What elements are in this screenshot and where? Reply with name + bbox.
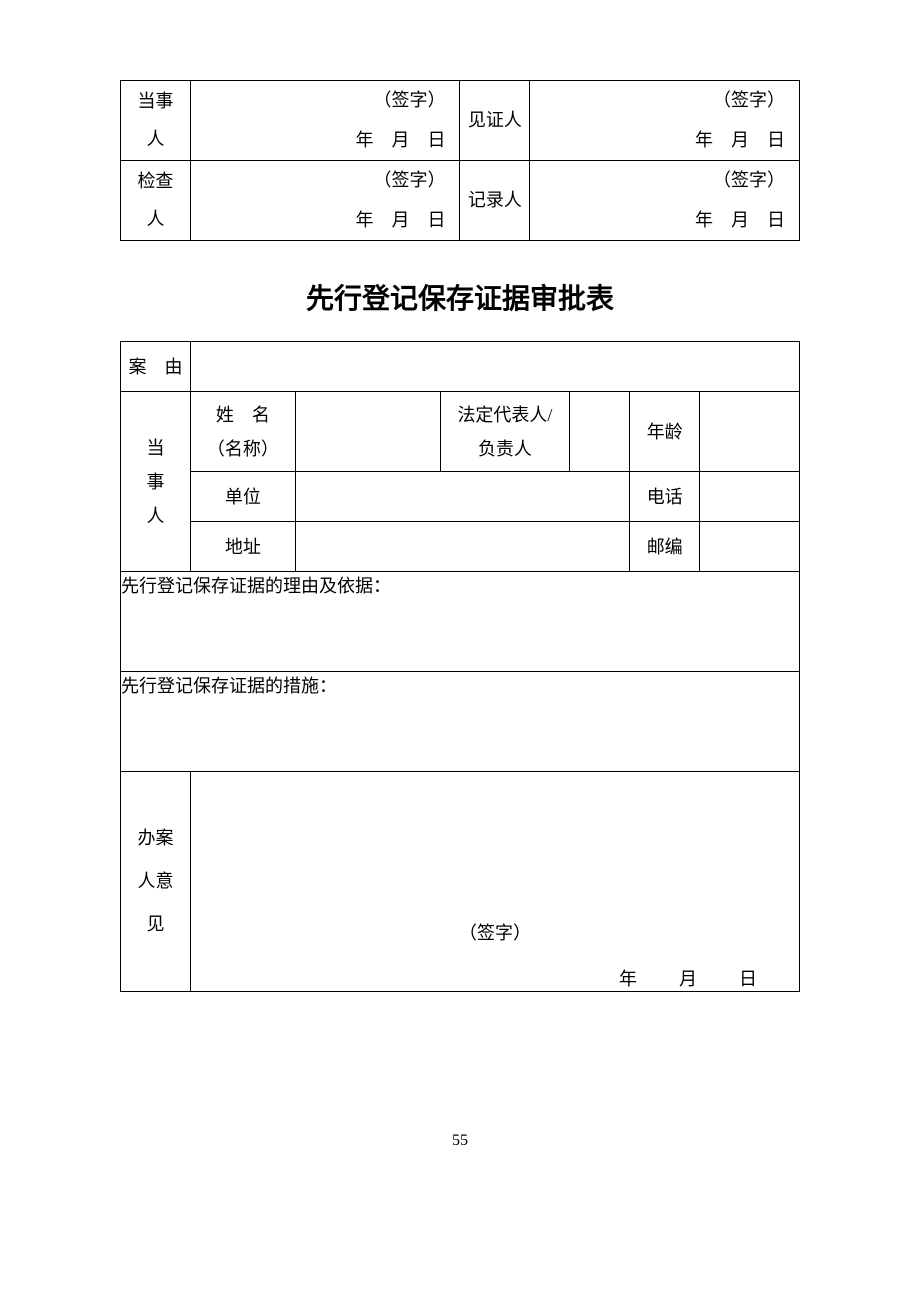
party-group-label: 当事人 [121, 392, 191, 572]
approval-form-table: 案 由 当事人 姓 名（名称） 法定代表人/负责人 年龄 单位 电话 地址 邮编… [120, 341, 800, 992]
witness-date: 年 月 日 [544, 121, 785, 161]
opinion-sig: （签字） [191, 919, 799, 945]
measure-section: 先行登记保存证据的措施： [121, 672, 800, 772]
rep-label: 法定代表人/负责人 [440, 392, 570, 472]
inspector-sig: （签字） [205, 161, 446, 201]
inspector-sig-cell: （签字） 年 月 日 [190, 161, 460, 241]
zip-label: 邮编 [630, 522, 700, 572]
recorder-sig-cell: （签字） 年 月 日 [530, 161, 800, 241]
addr-value [295, 522, 629, 572]
unit-value [295, 472, 629, 522]
party-sig-cell: （签字） 年 月 日 [190, 81, 460, 161]
party-sig: （签字） [205, 81, 446, 121]
recorder-date: 年 月 日 [544, 201, 785, 241]
opinion-date: 年 月 日 [191, 965, 799, 991]
inspector-label: 检查人 [121, 161, 191, 241]
unit-label: 单位 [190, 472, 295, 522]
phone-value [700, 472, 800, 522]
age-label: 年龄 [630, 392, 700, 472]
rep-value [570, 392, 630, 472]
age-value [700, 392, 800, 472]
opinion-label: 办案人意见 [121, 772, 191, 992]
recorder-sig: （签字） [544, 161, 785, 201]
form-title: 先行登记保存证据审批表 [120, 277, 800, 317]
party-date: 年 月 日 [205, 121, 446, 161]
signature-table: 当事人 （签字） 年 月 日 见证人 （签字） 年 月 日 检查人 （签字） 年… [120, 80, 800, 241]
page-number: 55 [120, 1132, 800, 1150]
name-label: 姓 名（名称） [190, 392, 295, 472]
name-value [295, 392, 440, 472]
inspector-date: 年 月 日 [205, 201, 446, 241]
reason-section: 先行登记保存证据的理由及依据： [121, 572, 800, 672]
witness-sig: （签字） [544, 81, 785, 121]
phone-label: 电话 [630, 472, 700, 522]
case-reason-value [190, 342, 799, 392]
zip-value [700, 522, 800, 572]
opinion-cell: （签字） 年 月 日 [190, 772, 799, 992]
addr-label: 地址 [190, 522, 295, 572]
witness-label: 见证人 [460, 81, 530, 161]
case-reason-label: 案 由 [121, 342, 191, 392]
recorder-label: 记录人 [460, 161, 530, 241]
party-label: 当事人 [121, 81, 191, 161]
witness-sig-cell: （签字） 年 月 日 [530, 81, 800, 161]
